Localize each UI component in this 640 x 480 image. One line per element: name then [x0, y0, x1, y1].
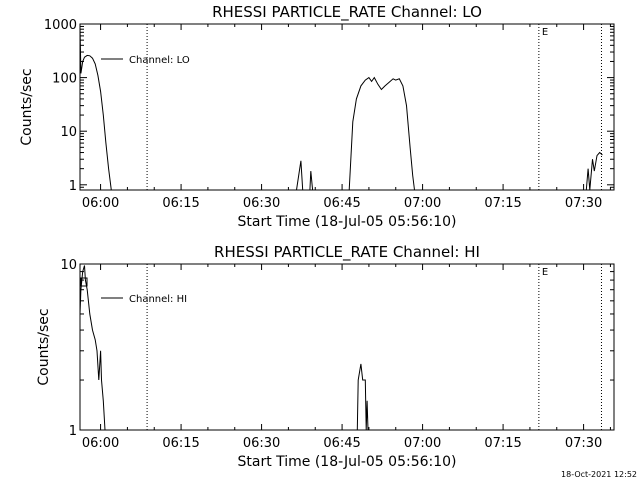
chart-hi-legend: Channel: HI [80, 277, 187, 305]
chart-hi-x-tick-label: 06:15 [162, 436, 199, 451]
chart-lo-series-line [348, 76, 415, 191]
chart-lo: RHESSI PARTICLE_RATE Channel: LO E 06:00… [19, 3, 615, 230]
chart-hi-x-ticks: 06:00 06:15 06:30 06:45 07:00 07:15 07:30 [82, 264, 611, 451]
chart-hi-x-tick-label: 06:00 [82, 436, 119, 451]
chart-hi-x-axis-label: Start Time (18-Jul-05 05:56:10) [237, 454, 456, 470]
chart-hi-frame [79, 263, 615, 431]
chart-hi-legend-label: Channel: HI [129, 294, 187, 305]
chart-lo-y-tick-label: 1000 [44, 18, 77, 33]
chart-lo-y-ticks: 1 10 100 1000 [44, 18, 614, 194]
chart-lo-x-tick-label: 06:30 [243, 196, 280, 211]
chart-lo-x-tick-label: 07:30 [565, 196, 602, 211]
chart-lo-title: RHESSI PARTICLE_RATE Channel: LO [212, 3, 482, 22]
chart-lo-y-tick-label: 100 [52, 72, 77, 87]
chart-lo-time-marker-label: E [542, 27, 548, 38]
chart-lo-series-line [79, 26, 112, 191]
chart-lo-x-tick-label: 07:15 [484, 196, 521, 211]
chart-lo-legend: Channel: LO [101, 55, 190, 66]
chart-hi-series-line [79, 265, 106, 431]
chart-lo-series-line [585, 151, 603, 191]
chart-hi-series-line [356, 363, 369, 431]
chart-hi-y-tick-label: 1 [69, 424, 77, 439]
chart-hi-x-tick-label: 06:30 [243, 436, 280, 451]
chart-hi: RHESSI PARTICLE_RATE Channel: HI E 06:00… [36, 243, 615, 470]
chart-lo-gridlines: E [146, 24, 602, 190]
chart-lo-x-axis-label: Start Time (18-Jul-05 05:56:10) [237, 214, 456, 230]
chart-hi-x-tick-label: 07:30 [565, 436, 602, 451]
chart-hi-start-marker-box [80, 277, 88, 287]
chart-lo-x-tick-label: 06:00 [82, 196, 119, 211]
chart-hi-y-ticks: 1 10 [60, 258, 614, 439]
chart-hi-x-tick-label: 07:00 [404, 436, 441, 451]
chart-lo-y-tick-label: 10 [60, 125, 77, 140]
chart-hi-y-tick-label: 10 [60, 258, 77, 273]
chart-lo-x-tick-label: 06:45 [323, 196, 360, 211]
chart-lo-series-line [309, 171, 314, 191]
chart-lo-plot-area [79, 26, 603, 191]
chart-lo-x-tick-label: 07:00 [404, 196, 441, 211]
timestamp-footer: 18-Oct-2021 12:52 [561, 470, 637, 479]
chart-hi-time-marker-label: E [542, 267, 548, 278]
chart-lo-frame [79, 23, 615, 191]
chart-lo-y-tick-label: 1 [69, 179, 77, 194]
chart-lo-y-axis-label: Counts/sec [19, 68, 35, 145]
chart-lo-legend-label: Channel: LO [129, 55, 190, 66]
chart-hi-gridlines: E [146, 264, 602, 430]
chart-lo-x-tick-label: 06:15 [162, 196, 199, 211]
chart-hi-x-tick-label: 07:15 [484, 436, 521, 451]
chart-lo-series-line [296, 160, 304, 191]
chart-lo-x-ticks: 06:00 06:15 06:30 06:45 07:00 07:15 07:30 [82, 24, 611, 211]
chart-hi-title: RHESSI PARTICLE_RATE Channel: HI [214, 243, 480, 262]
chart-hi-y-axis-label: Counts/sec [36, 308, 52, 385]
chart-hi-x-tick-label: 06:45 [323, 436, 360, 451]
chart-hi-plot-area [79, 265, 369, 431]
